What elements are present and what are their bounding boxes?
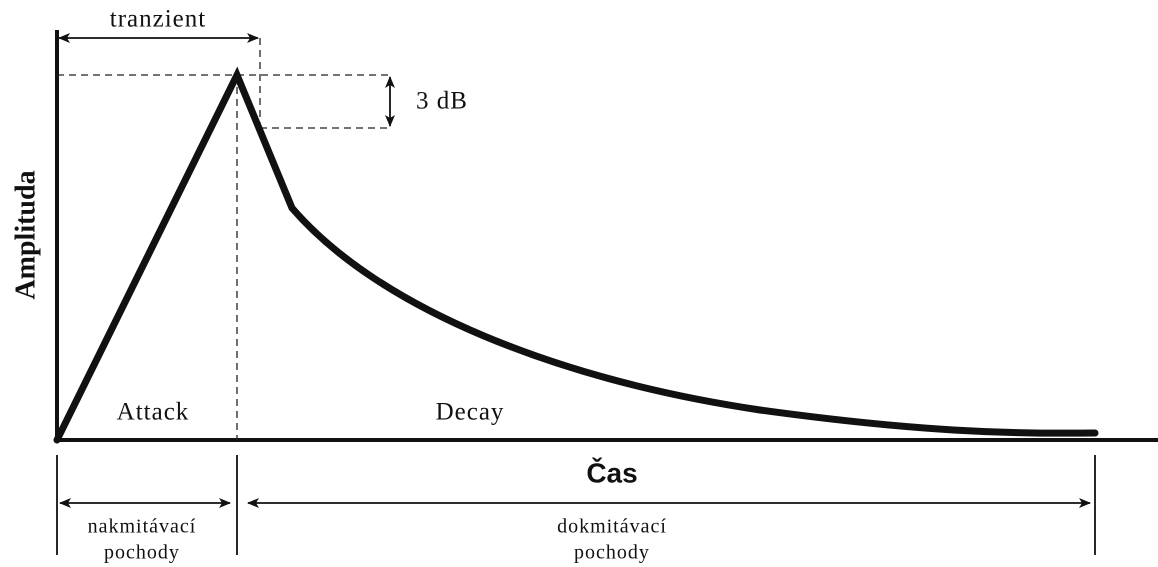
envelope-curve — [53, 66, 1099, 444]
phase-label: Attack — [117, 399, 190, 426]
bottom-label: dokmitávací — [557, 516, 667, 538]
bottom-label: pochody — [574, 542, 650, 564]
x-axis-label: Čas — [586, 456, 637, 488]
db-label: 3 dB — [416, 88, 468, 115]
bottom-label: pochody — [104, 542, 180, 564]
phase-label: Decay — [436, 399, 505, 426]
transient-label: tranzient — [110, 6, 206, 33]
y-axis-label: Amplituda — [10, 170, 41, 299]
bottom-label: nakmitávací — [88, 516, 197, 538]
